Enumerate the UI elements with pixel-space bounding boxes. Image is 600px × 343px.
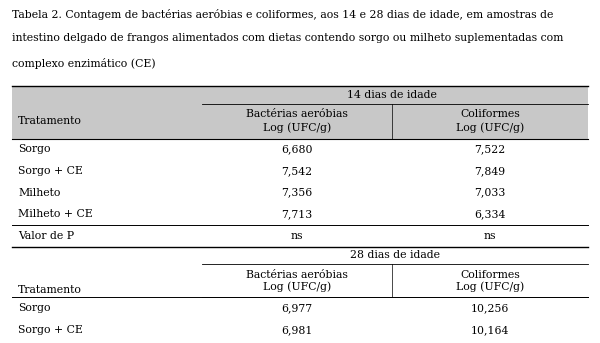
Text: intestino delgado de frangos alimentados com dietas contendo sorgo ou milheto su: intestino delgado de frangos alimentados… [12,33,563,43]
Text: Log (UFC/g): Log (UFC/g) [263,122,331,133]
Bar [12,104,588,139]
Text: Sorgo + CE: Sorgo + CE [18,325,83,335]
Text: Bactérias aeróbias: Bactérias aeróbias [246,270,348,280]
Text: 7,522: 7,522 [475,144,506,154]
Text: 7,849: 7,849 [475,166,506,176]
Text: 6,680: 6,680 [281,144,313,154]
Text: Coliformes: Coliformes [460,270,520,280]
Text: Sorgo + CE: Sorgo + CE [18,166,83,176]
Text: Log (UFC/g): Log (UFC/g) [263,282,331,292]
Text: ns: ns [484,231,496,241]
Text: Valor de P: Valor de P [18,231,74,241]
Text: Tabela 2. Contagem de bactérias aeróbias e coliformes, aos 14 e 28 dias de idade: Tabela 2. Contagem de bactérias aeróbias… [12,9,553,20]
Text: complexo enzimático (CE): complexo enzimático (CE) [12,58,155,69]
Text: 28 dias de idade: 28 dias de idade [350,250,440,260]
Text: 7,713: 7,713 [281,209,313,219]
Text: Tratamento: Tratamento [18,116,82,126]
Text: Milheto + CE: Milheto + CE [18,209,93,219]
Text: Sorgo: Sorgo [18,144,50,154]
Text: Bactérias aeróbias: Bactérias aeróbias [246,109,348,119]
Text: Tratamento: Tratamento [18,285,82,295]
Text: 14 dias de idade: 14 dias de idade [347,90,437,100]
Text: 7,356: 7,356 [281,188,313,198]
Text: Milheto: Milheto [18,188,61,198]
Text: Log (UFC/g): Log (UFC/g) [456,282,524,292]
Text: Coliformes: Coliformes [460,109,520,119]
Text: 7,033: 7,033 [475,188,506,198]
Text: 10,164: 10,164 [471,325,509,335]
Text: 7,542: 7,542 [281,166,313,176]
Text: 10,256: 10,256 [471,303,509,313]
Text: ns: ns [291,231,304,241]
Text: 6,981: 6,981 [281,325,313,335]
Text: Log (UFC/g): Log (UFC/g) [456,122,524,133]
Text: Sorgo: Sorgo [18,303,50,313]
Bar [12,86,588,104]
Text: 6,977: 6,977 [281,303,313,313]
Text: 6,334: 6,334 [475,209,506,219]
